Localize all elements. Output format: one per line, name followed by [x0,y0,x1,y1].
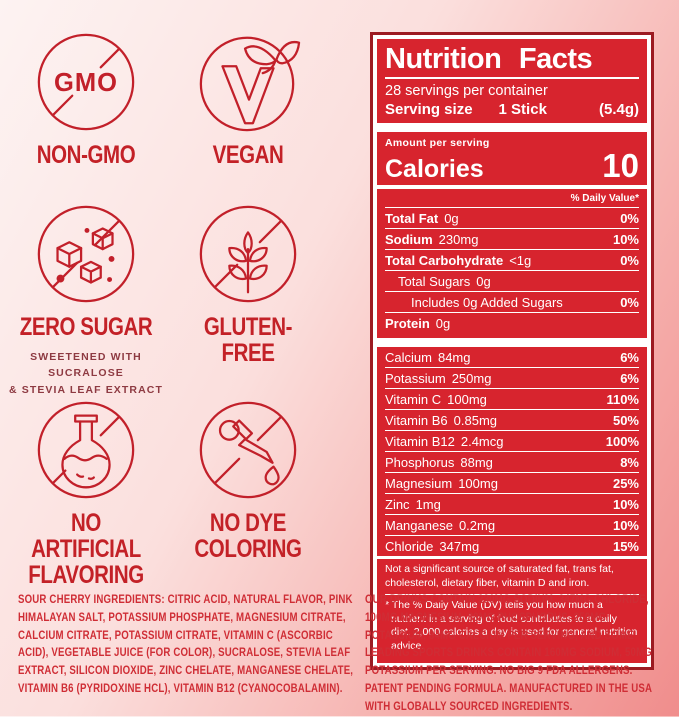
nutrition-row-manganese: Manganese 0.2mg 10% [385,515,639,537]
nutrition-row-zinc: Zinc 1mg 10% [385,494,639,516]
footnote-not-significant: Not a significant source of saturated fa… [385,559,639,596]
badge-label: GLUTEN-FREE [203,313,293,367]
nutrition-row-protein: Protein 0g [385,315,451,331]
vegan-v-leaf-icon [199,36,301,132]
nutrition-row-sodium: Sodium 230mg 10% [385,229,639,251]
dropper-crossed-icon [199,401,297,499]
badge-label: VEGAN [212,141,284,169]
badge-label: NO ARTIFICIAL FLAVORING [28,509,144,589]
serving-size-weight: (5.4g) [598,101,639,119]
nutrition-row-calcium: Calcium 84mg 6% [385,347,639,369]
nutrition-row-vitamin-b6: Vitamin B6 0.85mg 50% [385,410,639,432]
nutrition-facts-panel: Nutrition Facts 28 servings per containe… [370,32,654,671]
ingredients-paragraph: SOUR CHERRY INGREDIENTS: CITRIC ACID, NA… [18,592,354,699]
nutrition-facts-title: Nutrition Facts [385,44,639,80]
flask-crossed-icon [37,401,135,499]
calories-label: Calories [385,155,484,184]
badge-vegan: VEGAN [162,24,334,168]
ingredients-text: CITRIC ACID, NATURAL FLAVOR, PINK HIMALA… [18,594,354,696]
svg-text:GMO: GMO [54,69,118,97]
comparison-paragraph: OUR DRINKS CONTAIN 230MG SODIUM, 347MG C… [365,592,669,717]
divider-medium [377,185,647,190]
calories-value: 10 [602,147,639,185]
badge-no-artificial-flavoring: NO ARTIFICIAL FLAVORING [0,396,172,588]
nutrition-row-potassium: Potassium 250mg 6% [385,368,639,390]
divider-thick [377,338,647,348]
daily-value-header: % Daily Value* [385,189,639,209]
sugar-cubes-crossed-icon [37,205,135,303]
badge-sublabel: SWEETENED WITH SUCRALOSE & STEVIA LEAF E… [9,351,163,396]
nutrition-row-vitamin-c: Vitamin C 100mg 110% [385,389,639,411]
serving-size-label: Serving size [385,101,473,119]
nutrition-row-magnesium: Magnesium 100mg 25% [385,473,639,495]
badge-label: NON-GMO [36,141,136,169]
servings-per-container: 28 servings per container [385,83,548,100]
badge-no-dye-coloring: NO DYE COLORING [162,396,334,562]
nutrition-row-phosphorus: Phosphorus 88mg 8% [385,452,639,474]
nutrition-row-added-sugars: Includes 0g Added Sugars 0% [385,292,639,314]
badge-gluten-free: GLUTEN-FREE [162,200,334,366]
badge-zero-sugar: ZERO SUGAR SWEETENED WITH SUCRALOSE & ST… [0,200,172,398]
comparison-text: OUR DRINKS CONTAIN 230MG SODIUM, 347MG C… [365,594,652,713]
divider-medium [377,556,647,560]
gmo-crossed-icon: GMO [37,33,135,131]
nutrition-row-total-fat: Total Fat 0g 0% [385,208,639,230]
nutrition-row-vitamin-b12: Vitamin B12 2.4mcg 100% [385,431,639,453]
nutrition-row-chloride: Chloride 347mg 15% [385,538,639,554]
badge-label: ZERO SUGAR [19,313,153,341]
amount-per-serving-label: Amount per serving [385,137,490,150]
divider-thick [377,123,647,133]
badge-non-gmo: GMO NON-GMO [0,28,172,168]
nutrition-row-total-carbohydrate: Total Carbohydrate <1g 0% [385,250,639,272]
ingredients-lead: SOUR CHERRY INGREDIENTS: [18,594,165,606]
nutrition-row-total-sugars: Total Sugars 0g [385,271,639,293]
serving-size-row: Serving size 1 Stick (5.4g) [385,101,639,118]
footnote-daily-value: * The % Daily Value (DV) tells you how m… [385,599,638,652]
calories-row: Calories 10 [385,149,639,182]
badge-label: NO DYE COLORING [194,509,302,563]
serving-size-value: 1 Stick [498,101,547,119]
wheat-crossed-icon [199,205,297,303]
